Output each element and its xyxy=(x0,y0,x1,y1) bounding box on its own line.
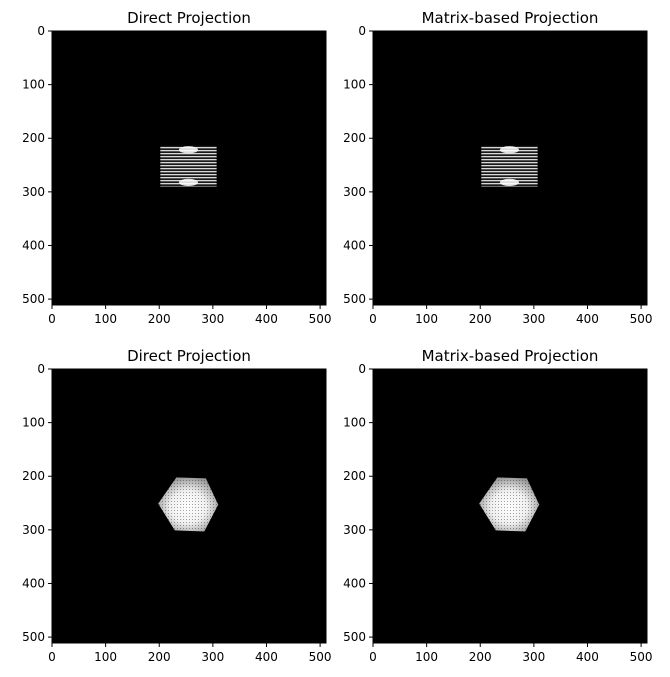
x-tick-label: 200 xyxy=(469,312,492,326)
x-tick-label: 100 xyxy=(94,312,117,326)
x-tick-label: 0 xyxy=(369,650,377,664)
top-blob xyxy=(178,146,199,154)
x-tick-label: 100 xyxy=(415,650,438,664)
x-tick-label: 500 xyxy=(630,312,653,326)
projected-hexagon xyxy=(158,477,219,532)
y-tick-label: 500 xyxy=(343,630,366,644)
x-tick-label: 400 xyxy=(576,312,599,326)
panel-title: Direct Projection xyxy=(127,9,251,27)
y-tick-label: 200 xyxy=(343,469,366,483)
y-tick-label: 400 xyxy=(343,238,366,252)
x-tick-label: 400 xyxy=(576,650,599,664)
y-tick-label: 400 xyxy=(22,238,45,252)
y-tick-label: 0 xyxy=(37,24,45,38)
y-tick-label: 0 xyxy=(358,362,366,376)
hexagon-texture xyxy=(479,477,540,532)
y-tick-label: 300 xyxy=(22,185,45,199)
y-tick-label: 300 xyxy=(343,185,366,199)
projected-rectangle xyxy=(481,145,538,187)
y-tick-label: 500 xyxy=(343,292,366,306)
x-tick-label: 400 xyxy=(255,650,278,664)
y-tick-label: 500 xyxy=(22,292,45,306)
axes-frame xyxy=(51,30,327,306)
y-tick-label: 0 xyxy=(358,24,366,38)
x-tick-label: 0 xyxy=(48,312,56,326)
projected-rectangle xyxy=(160,145,217,187)
x-tick-label: 0 xyxy=(369,312,377,326)
x-tick-label: 500 xyxy=(309,650,332,664)
y-tick-label: 300 xyxy=(343,523,366,537)
x-tick-label: 400 xyxy=(255,312,278,326)
x-tick-label: 300 xyxy=(522,650,545,664)
y-tick-label: 200 xyxy=(22,131,45,145)
x-tick-label: 0 xyxy=(48,650,56,664)
y-tick-label: 200 xyxy=(22,469,45,483)
y-tick-label: 400 xyxy=(22,576,45,590)
projected-hexagon xyxy=(479,477,540,532)
y-tick-label: 100 xyxy=(22,416,45,430)
x-tick-label: 200 xyxy=(148,312,171,326)
axes-frame xyxy=(372,30,648,306)
x-tick-label: 300 xyxy=(201,312,224,326)
axes-frame xyxy=(372,368,648,644)
x-tick-label: 100 xyxy=(415,312,438,326)
y-tick-label: 300 xyxy=(22,523,45,537)
x-tick-label: 500 xyxy=(630,650,653,664)
x-tick-label: 300 xyxy=(201,650,224,664)
x-tick-label: 200 xyxy=(148,650,171,664)
x-tick-label: 500 xyxy=(309,312,332,326)
y-tick-label: 0 xyxy=(37,362,45,376)
top-blob xyxy=(499,146,520,154)
panel-title: Matrix-based Projection xyxy=(422,9,599,27)
x-tick-label: 300 xyxy=(522,312,545,326)
bottom-blob xyxy=(499,178,520,187)
y-tick-label: 400 xyxy=(343,576,366,590)
y-tick-label: 100 xyxy=(343,416,366,430)
x-tick-label: 200 xyxy=(469,650,492,664)
panel-title: Direct Projection xyxy=(127,347,251,365)
y-tick-label: 200 xyxy=(343,131,366,145)
y-tick-label: 500 xyxy=(22,630,45,644)
y-tick-label: 100 xyxy=(22,78,45,92)
axes-frame xyxy=(51,368,327,644)
y-tick-label: 100 xyxy=(343,78,366,92)
panel-title: Matrix-based Projection xyxy=(422,347,599,365)
hexagon-texture xyxy=(158,477,219,532)
bottom-blob xyxy=(178,178,199,187)
x-tick-label: 100 xyxy=(94,650,117,664)
